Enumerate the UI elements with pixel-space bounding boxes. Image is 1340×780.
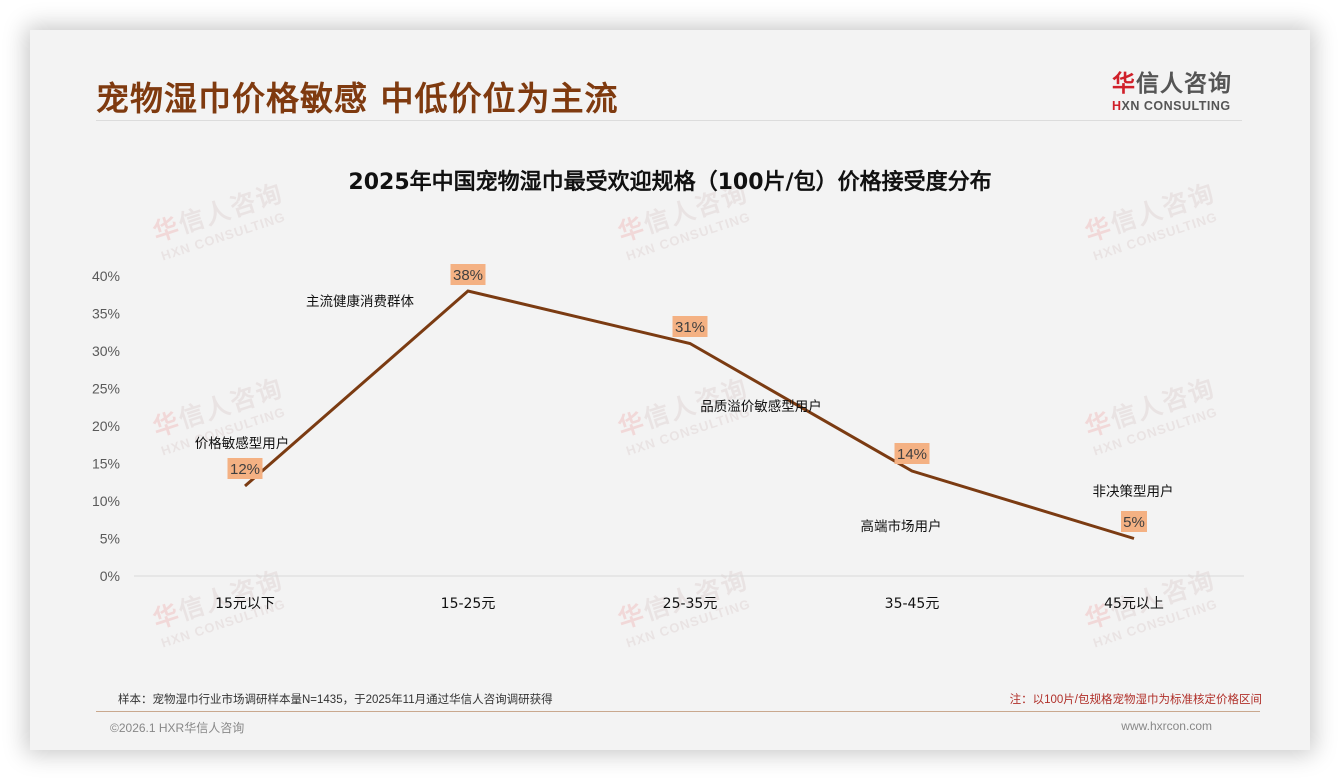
x-category-label: 15元以下 [215,596,275,612]
y-tick-label: 10% [92,493,120,509]
x-category-label: 15-25元 [441,596,496,612]
footer-url[interactable]: www.hxrcon.com [1121,719,1212,733]
logo-cn: 华信人咨询 [1112,71,1232,97]
chart-title: 2025年中国宠物湿巾最受欢迎规格（100片/包）价格接受度分布 [348,170,992,195]
series-line [244,289,1135,540]
logo-en: HXN CONSULTING [1112,99,1231,113]
segment-annotation: 主流健康消费群体 [306,293,414,310]
y-tick-label: 20% [92,418,120,434]
data-label: 12% [230,461,260,478]
company-logo: 华信人咨询 HXN CONSULTING [1112,64,1242,113]
data-label: 5% [1123,514,1145,531]
data-label: 31% [675,319,705,336]
data-label: 38% [453,267,483,284]
slide: 宠物湿巾价格敏感 中低价位为主流 华信人咨询 HXN CONSULTING 华信… [30,30,1310,750]
data-label-box [450,264,486,285]
x-category-label: 35-45元 [885,596,940,612]
segment-annotation: 品质溢价敏感型用户 [700,398,822,415]
line-chart: 0% 5% 10% 15% 20% 25% 30% 35% 40% 15元以下 15-25元 25-3… [92,264,1244,612]
data-label-box [1121,511,1147,532]
footer-note: 注：以100片/包规格宠物湿巾为标准核定价格区间 [1009,694,1262,706]
data-label-box [227,458,263,479]
segment-annotation: 价格敏感型用户 [195,435,290,452]
y-tick-label: 5% [100,531,120,547]
segment-annotation: 高端市场用户 [861,518,942,535]
footer-divider [96,711,1260,712]
data-label-box [894,443,930,464]
data-label: 14% [897,446,927,463]
page-title: 宠物湿巾价格敏感 中低价位为主流 [96,79,619,118]
footer-copyright: ©2026.1 HXR华信人咨询 [110,721,245,735]
y-tick-label: 30% [92,343,120,359]
y-tick-label: 0% [100,568,120,584]
y-tick-label: 15% [92,456,120,472]
y-tick-label: 40% [92,268,120,284]
x-category-label: 45元以上 [1104,596,1164,612]
y-tick-label: 35% [92,306,120,322]
footer-source: 样本：宠物湿巾行业市场调研样本量N=1435，于2025年11月通过华信人咨询调… [118,694,553,706]
y-tick-label: 25% [92,381,120,397]
segment-annotation: 非决策型用户 [1093,483,1174,500]
x-category-label: 25-35元 [663,596,718,612]
title-divider [96,120,1242,121]
data-label-box [672,316,708,337]
